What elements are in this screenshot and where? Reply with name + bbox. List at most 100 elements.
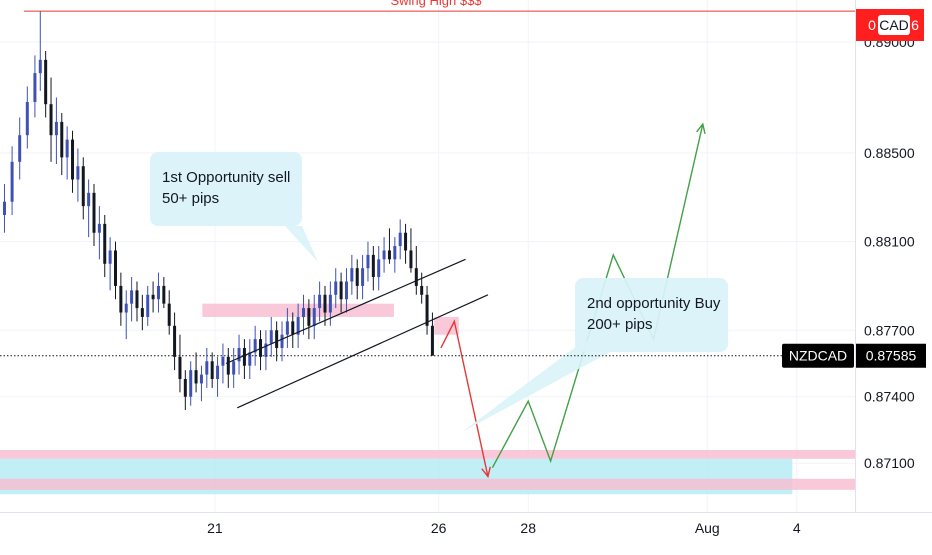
candle xyxy=(140,294,144,331)
note-sell-tail xyxy=(285,226,318,262)
candle xyxy=(87,179,91,238)
candle xyxy=(210,352,214,388)
candle xyxy=(178,334,182,393)
swing-price-badge: 0 6 CAD xyxy=(856,9,924,41)
candle xyxy=(232,347,236,388)
swing-badge-left: 0 xyxy=(868,17,876,33)
demand-zone-lower[interactable] xyxy=(0,478,855,490)
candle xyxy=(355,259,359,300)
x-tick-label: 21 xyxy=(207,520,223,536)
candle xyxy=(194,352,198,393)
supply-zone-2[interactable] xyxy=(434,316,459,335)
note-buy-tail xyxy=(462,340,610,432)
candle xyxy=(339,272,343,313)
candle xyxy=(323,285,327,326)
candle xyxy=(248,339,252,380)
candle xyxy=(344,268,348,313)
x-tick-label: 26 xyxy=(431,520,447,536)
x-tick-label: 4 xyxy=(793,520,801,536)
channel-line-lower[interactable] xyxy=(237,294,489,409)
note-buy-line: 200+ pips xyxy=(587,316,652,333)
candle xyxy=(425,285,429,335)
candle xyxy=(2,183,6,233)
buy-projection-arrow-arrowhead xyxy=(696,122,706,135)
candle xyxy=(307,299,311,340)
note-buy-line: 2nd opportunity Buy xyxy=(587,295,721,312)
candle xyxy=(183,370,187,411)
demand-zone-upper[interactable] xyxy=(0,449,855,459)
symbol-label: NZDCAD xyxy=(789,348,847,364)
candle xyxy=(54,97,58,165)
candle xyxy=(199,365,203,402)
candle xyxy=(226,347,230,388)
candle xyxy=(404,223,408,264)
candle xyxy=(259,330,263,371)
swing-badge-right: 6 xyxy=(911,17,919,33)
candle xyxy=(25,86,29,149)
price-axis[interactable]: 0.890000.885000.881000.877000.874000.871… xyxy=(864,34,915,471)
candle xyxy=(173,312,177,371)
candle xyxy=(33,55,37,118)
time-axis[interactable]: 21 26 28 Aug 4 xyxy=(207,520,801,536)
candle xyxy=(377,246,381,291)
candle xyxy=(221,343,225,384)
candle xyxy=(92,183,96,247)
symbol-badge: NZDCAD xyxy=(782,343,854,368)
candle xyxy=(302,294,306,335)
candle xyxy=(296,303,300,348)
candle xyxy=(60,113,64,176)
note-buy[interactable]: 2nd opportunity Buy 200+ pips xyxy=(462,278,728,432)
y-tick-label: 0.87100 xyxy=(864,455,915,471)
candle xyxy=(382,237,386,273)
candle xyxy=(334,268,338,309)
y-tick-label: 0.88500 xyxy=(864,145,915,161)
candle xyxy=(81,157,85,220)
x-tick-label: Aug xyxy=(695,520,720,536)
y-tick-label: 0.87400 xyxy=(864,389,915,405)
candle xyxy=(264,330,268,371)
y-tick-label: 0.87700 xyxy=(864,322,915,338)
candle xyxy=(361,254,365,300)
candle xyxy=(124,290,128,340)
channel-line-upper[interactable] xyxy=(225,258,466,365)
candle xyxy=(420,272,424,304)
candle xyxy=(76,148,80,202)
candle xyxy=(65,126,69,180)
candle xyxy=(108,237,112,291)
candle xyxy=(146,285,150,326)
candle xyxy=(113,241,117,300)
candle xyxy=(242,339,246,380)
currency-badge: CAD xyxy=(879,17,909,33)
note-sell-line: 50+ pips xyxy=(162,190,219,207)
candle xyxy=(71,130,75,193)
candle xyxy=(97,206,101,260)
candle xyxy=(44,50,48,118)
candle xyxy=(216,356,220,397)
candle xyxy=(269,316,273,357)
candle xyxy=(253,325,257,366)
candle xyxy=(119,272,123,326)
candle xyxy=(103,214,107,278)
sell-projection-arrow-arrowhead xyxy=(481,466,491,479)
note-sell[interactable]: 1st Opportunity sell 50+ pips xyxy=(150,152,318,262)
last-price-badge: 0.87585 xyxy=(856,343,926,368)
candle xyxy=(398,219,402,260)
candle xyxy=(205,347,209,388)
candle xyxy=(18,117,22,180)
swing-high-label: Swing High $$$ xyxy=(390,0,482,8)
candle xyxy=(280,321,284,362)
sell-projection-arrow[interactable] xyxy=(440,319,489,477)
candle xyxy=(156,272,160,313)
candle xyxy=(167,290,171,335)
candle xyxy=(49,77,53,162)
grid xyxy=(0,0,855,512)
candle xyxy=(387,228,391,264)
x-tick-label: 28 xyxy=(520,520,536,536)
candle xyxy=(409,228,413,273)
candle xyxy=(414,246,418,295)
candle xyxy=(285,308,289,348)
candle xyxy=(38,11,42,91)
candle xyxy=(162,277,166,309)
